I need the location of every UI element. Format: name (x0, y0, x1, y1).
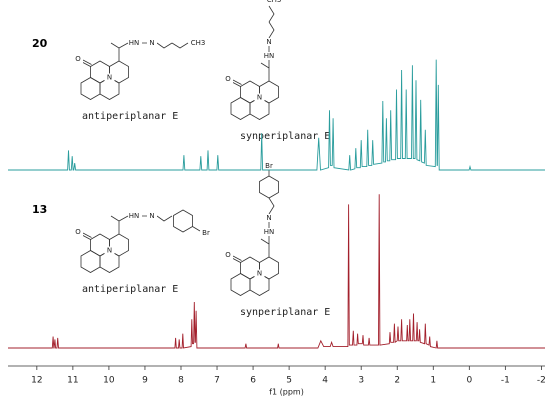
bond (260, 238, 270, 257)
x-tick-label: 1 (430, 376, 436, 386)
x-tick-label: 4 (322, 376, 328, 386)
atom-label: N (107, 247, 112, 255)
x-tick-label: -2 (537, 376, 546, 386)
x-tick-label: 9 (142, 376, 148, 386)
bond (81, 59, 92, 67)
x-tick-label: 7 (214, 376, 220, 386)
bond (80, 250, 101, 273)
x-tick-label: -1 (501, 376, 510, 386)
atom-label: Br (265, 162, 273, 170)
atom-label: O (75, 55, 81, 63)
bond (268, 5, 275, 23)
atom-background (104, 246, 115, 255)
x-tick-label: 0 (466, 376, 472, 386)
atom-background (264, 162, 274, 170)
atom-label: CH3 (191, 39, 206, 47)
atom-background (264, 214, 274, 222)
atom-label: HN (264, 52, 275, 60)
x-axis-title: f1 (ppm) (269, 388, 304, 397)
x-tick-label: 12 (31, 376, 42, 386)
x-tick-label: 2 (394, 376, 400, 386)
atom-label: Br (202, 229, 210, 237)
bond (249, 273, 270, 296)
atom-label: N (266, 38, 271, 46)
atom-label: N (149, 212, 154, 220)
atom-background (269, 0, 279, 4)
bond (80, 77, 101, 100)
atom-label: HN (129, 39, 140, 47)
bond (230, 97, 251, 120)
conformer-caption: synperiplanar E (240, 307, 330, 318)
x-tick-label: 5 (286, 376, 292, 386)
atom-background (147, 212, 157, 220)
atom-background (147, 39, 157, 47)
bond (171, 42, 189, 49)
atom-label: N (266, 214, 271, 222)
atom-background (223, 251, 233, 259)
spectrum-line (8, 194, 545, 349)
atom-label: N (257, 270, 262, 278)
bond (110, 42, 120, 61)
atom-background (201, 229, 211, 237)
x-tick-label: 10 (103, 376, 115, 386)
spectrum-line (8, 59, 545, 171)
bond (230, 273, 251, 296)
bond (99, 77, 120, 100)
bond (118, 215, 173, 222)
atom-background (129, 212, 139, 220)
atom-label: N (149, 39, 154, 47)
compound-label: 20 (32, 37, 48, 50)
conformer-caption: antiperiplanar E (82, 284, 178, 295)
atom-label: O (225, 251, 231, 259)
atom-label: HN (264, 228, 275, 236)
x-tick-label: 3 (358, 376, 364, 386)
compound-label: 13 (32, 203, 47, 216)
atom-background (129, 39, 139, 47)
x-tick-label: 11 (67, 376, 78, 386)
atom-background (193, 39, 203, 47)
atom-background (254, 93, 265, 102)
atom-label: O (75, 228, 81, 236)
bond (231, 255, 242, 263)
x-tick-label: 8 (178, 376, 184, 386)
atom-background (73, 55, 83, 63)
bond (249, 97, 270, 120)
atom-background (73, 228, 83, 236)
bond (118, 42, 173, 49)
atom-label: HN (129, 212, 140, 220)
conformer-caption: synperiplanar E (240, 131, 330, 142)
bond (173, 209, 201, 233)
x-tick-label: 6 (250, 376, 256, 386)
bond (231, 79, 242, 87)
conformer-caption: antiperiplanar E (82, 111, 178, 122)
atom-background (264, 38, 274, 46)
bond (268, 21, 275, 68)
bond (268, 197, 275, 244)
bond (259, 170, 279, 199)
atom-label: CH3 (267, 0, 282, 4)
atom-background (264, 228, 274, 236)
bond (99, 250, 120, 273)
bond (260, 62, 270, 81)
atom-background (264, 52, 274, 60)
atom-label: N (257, 94, 262, 102)
atom-background (254, 269, 265, 278)
atom-label: O (225, 75, 231, 83)
atom-background (104, 73, 115, 82)
bond (81, 232, 92, 240)
atom-label: N (107, 74, 112, 82)
atom-background (223, 75, 233, 83)
bond (110, 215, 120, 234)
